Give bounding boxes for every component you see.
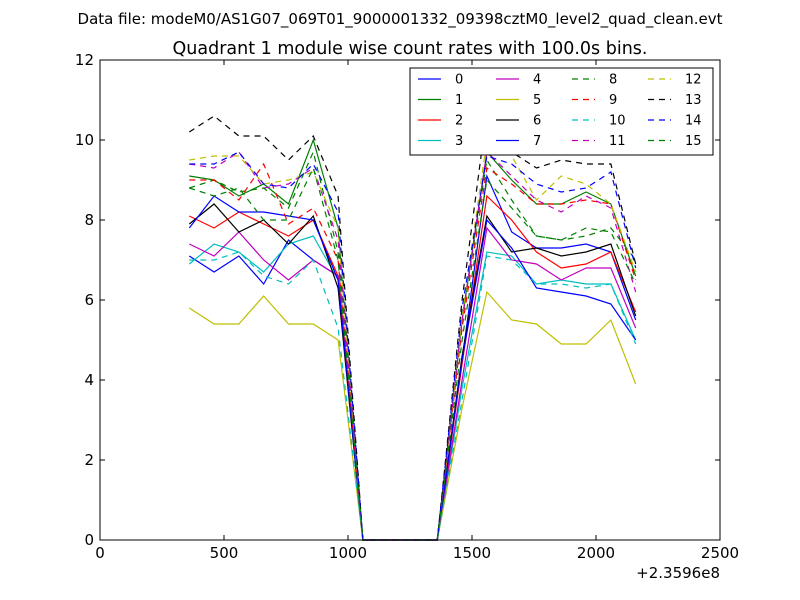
y-tick-label: 8 xyxy=(84,211,94,229)
legend-label-0: 0 xyxy=(455,73,463,88)
x-tick-label: 1000 xyxy=(329,544,367,562)
legend-entry-11: 11 xyxy=(572,134,626,149)
legend-entry-2: 2 xyxy=(418,114,463,129)
legend-label-9: 9 xyxy=(609,93,617,108)
series-line-15 xyxy=(189,166,637,541)
legend-entry-9: 9 xyxy=(572,93,617,108)
x-tick-label: 2500 xyxy=(701,544,739,562)
legend-label-2: 2 xyxy=(455,114,463,129)
y-tick-label: 6 xyxy=(84,291,94,309)
legend-entry-12: 12 xyxy=(648,73,702,88)
y-tick-label: 12 xyxy=(75,51,94,69)
legend-entry-13: 13 xyxy=(648,93,702,108)
legend-entry-4: 4 xyxy=(496,73,541,88)
x-tick-label: 1500 xyxy=(453,544,491,562)
chart-title: Quadrant 1 module wise count rates with … xyxy=(173,39,648,59)
y-tick-label: 4 xyxy=(84,371,94,389)
series-line-11 xyxy=(189,150,637,541)
legend-entry-6: 6 xyxy=(496,114,541,129)
x-tick-label: 2000 xyxy=(577,544,615,562)
legend-label-3: 3 xyxy=(455,134,463,149)
legend-entry-14: 14 xyxy=(648,114,702,129)
legend-label-10: 10 xyxy=(609,114,626,129)
legend-entry-1: 1 xyxy=(418,93,463,108)
legend-label-1: 1 xyxy=(455,93,463,108)
y-tick-label: 2 xyxy=(84,451,94,469)
legend-label-12: 12 xyxy=(685,73,702,88)
legend-label-8: 8 xyxy=(609,73,617,88)
legend-label-15: 15 xyxy=(685,134,702,149)
x-tick-label: 0 xyxy=(95,544,105,562)
figure-suptitle: Data file: modeM0/AS1G07_069T01_90000013… xyxy=(78,10,723,29)
legend-entry-10: 10 xyxy=(572,114,626,129)
legend-entry-7: 7 xyxy=(496,134,541,149)
legend-entry-0: 0 xyxy=(418,73,463,88)
legend-entry-5: 5 xyxy=(496,93,541,108)
legend-label-5: 5 xyxy=(533,93,541,108)
legend-label-14: 14 xyxy=(685,114,702,129)
x-tick-label: 500 xyxy=(210,544,239,562)
legend-label-7: 7 xyxy=(533,134,541,149)
y-tick-label: 0 xyxy=(84,531,94,549)
legend-entry-8: 8 xyxy=(572,73,617,88)
x-axis-offset-label: +2.3596e8 xyxy=(636,564,720,582)
legend-label-6: 6 xyxy=(533,114,541,129)
y-tick-label: 10 xyxy=(75,131,94,149)
legend-entry-3: 3 xyxy=(418,134,463,149)
legend-entry-15: 15 xyxy=(648,134,702,149)
legend-label-13: 13 xyxy=(685,93,702,108)
legend-label-11: 11 xyxy=(609,134,626,149)
legend-label-4: 4 xyxy=(533,73,541,88)
